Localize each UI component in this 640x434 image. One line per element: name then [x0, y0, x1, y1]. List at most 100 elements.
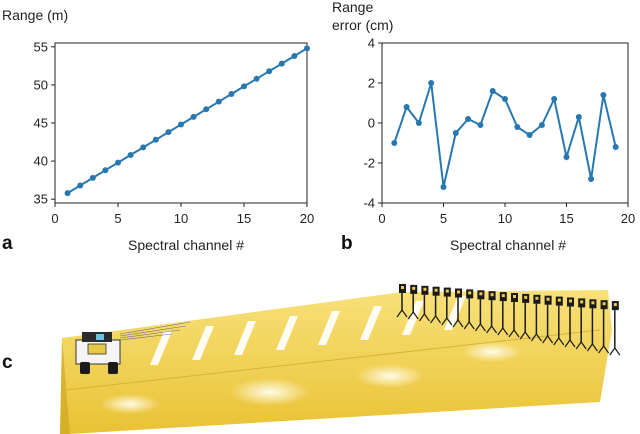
- target-stand: [486, 291, 498, 334]
- range-chart-data-point: [278, 60, 285, 67]
- range-error-chart: Range error (cm) 0 5 10 15 20 -4 -2 0 2 4 Spectra…: [332, 0, 635, 254]
- range-chart-x-tick-label: 5: [114, 211, 121, 226]
- range-chart-y-tick-label: 35: [34, 192, 48, 207]
- target-row: [396, 284, 621, 356]
- range-error-chart-x-tick-label: 10: [498, 211, 512, 226]
- range-chart-data-point: [89, 174, 96, 181]
- range-error-chart-data-point: [403, 104, 410, 110]
- range-chart: Range (m) 0 5 10 15 20 35 40 45 50 55 Spectral ch…: [2, 7, 314, 254]
- range-chart-data-point: [115, 159, 121, 166]
- range-error-chart-data-point: [489, 88, 496, 94]
- range-error-chart-data-point: [514, 124, 521, 130]
- range-chart-y-tick-label: 50: [34, 77, 48, 92]
- range-chart-y-tick-label: 55: [34, 39, 48, 54]
- target-stand: [553, 296, 565, 346]
- range-error-chart-data-point: [391, 140, 398, 146]
- range-chart-data-point: [266, 68, 273, 75]
- panel-b-label: b: [341, 233, 353, 254]
- range-error-chart-data-point: [526, 132, 533, 138]
- range-error-chart-data-point: [538, 122, 545, 128]
- floor-light-reflection: [462, 342, 522, 362]
- floor: [60, 290, 612, 434]
- floor-stripe: [234, 321, 256, 355]
- floor-light-reflection: [230, 378, 310, 406]
- range-chart-data-point: [253, 75, 260, 82]
- range-error-chart-x-tick-label: 0: [378, 211, 385, 226]
- range-chart-y-tick-label: 45: [34, 116, 48, 131]
- floor-edge-line: [65, 329, 601, 391]
- floor-light-reflection: [100, 394, 160, 414]
- range-chart-data-point: [215, 98, 222, 105]
- range-error-chart-data-point: [415, 120, 422, 126]
- range-error-chart-data-point: [477, 122, 484, 128]
- range-error-chart-data-point: [428, 80, 435, 86]
- range-chart-x-axis-label: Spectral channel #: [128, 237, 244, 253]
- range-chart-x-tick-label: 15: [237, 211, 251, 226]
- range-chart-series: [64, 45, 310, 197]
- range-error-chart-data-point: [575, 114, 582, 120]
- range-error-chart-ticks: 0 5 10 15 20 -4 -2 0 2 4: [363, 36, 635, 227]
- range-error-chart-series: [391, 80, 619, 190]
- range-error-chart-y-axis-label-line-1: Range: [332, 0, 373, 15]
- target-stand: [463, 289, 475, 330]
- target-stand: [542, 295, 554, 344]
- floor-stripe: [360, 306, 382, 340]
- range-error-chart-data-point: [551, 96, 558, 102]
- range-error-chart-x-tick-label: 5: [440, 211, 447, 226]
- range-error-chart-data-point: [465, 116, 472, 122]
- floor-stripe: [318, 311, 340, 345]
- range-chart-x-tick-label: 20: [300, 211, 314, 226]
- range-chart-data-point: [102, 167, 109, 174]
- range-error-chart-data-point: [600, 92, 607, 98]
- range-chart-data-point: [127, 152, 134, 158]
- range-chart-data-point: [165, 129, 172, 136]
- target-stand: [530, 294, 542, 342]
- range-error-chart-data-point: [502, 96, 508, 102]
- range-chart-data-point: [203, 106, 210, 113]
- target-stand: [519, 293, 531, 340]
- range-chart-data-point: [178, 121, 184, 128]
- floor-stripe: [192, 326, 214, 360]
- target-stand: [474, 290, 486, 332]
- target-stand: [441, 287, 453, 326]
- target-stand: [497, 292, 509, 336]
- range-chart-data-point: [304, 45, 310, 52]
- range-chart-data-point: [190, 113, 197, 120]
- range-error-chart-x-tick-label: 15: [559, 211, 573, 226]
- range-chart-x-tick-label: 0: [51, 211, 58, 226]
- target-stand: [407, 284, 419, 320]
- range-error-chart-y-axis-label-line-2: error (cm): [332, 17, 393, 33]
- floor-shadow-edge: [60, 338, 70, 434]
- panel-c-label: c: [2, 352, 13, 373]
- range-chart-y-axis-label: Range (m): [2, 7, 68, 23]
- range-error-chart-data-point: [452, 130, 459, 136]
- target-stand: [396, 284, 408, 318]
- target-stand: [598, 300, 610, 354]
- target-stand: [430, 286, 442, 324]
- target-stand: [575, 298, 587, 350]
- floor-stripe: [402, 301, 424, 335]
- range-error-chart-y-tick-label: 2: [368, 76, 375, 91]
- range-chart-data-point: [228, 91, 235, 98]
- range-chart-data-point: [140, 144, 147, 151]
- range-chart-data-point: [152, 136, 159, 143]
- floor-light-reflection: [356, 364, 424, 388]
- lidar-rover: [75, 332, 121, 374]
- range-chart-data-point: [291, 52, 298, 59]
- floor-stripe: [150, 331, 172, 365]
- target-stand: [609, 301, 621, 356]
- range-chart-data-point: [241, 83, 247, 90]
- range-error-chart-x-axis-label: Spectral channel #: [450, 237, 566, 253]
- range-error-chart-y-tick-label: -2: [363, 156, 375, 171]
- range-chart-y-tick-label: 40: [34, 154, 48, 169]
- panel-a-label: a: [2, 233, 13, 254]
- target-stand: [452, 288, 464, 328]
- range-error-chart-x-tick-label: 20: [621, 211, 635, 226]
- range-chart-data-point: [64, 190, 71, 197]
- range-chart-ticks: 0 5 10 15 20 35 40 45 50 55: [34, 39, 315, 226]
- range-error-chart-data-point: [612, 144, 619, 150]
- range-error-chart-data-point: [440, 184, 447, 190]
- range-chart-x-tick-label: 10: [174, 211, 188, 226]
- target-stand: [564, 297, 576, 348]
